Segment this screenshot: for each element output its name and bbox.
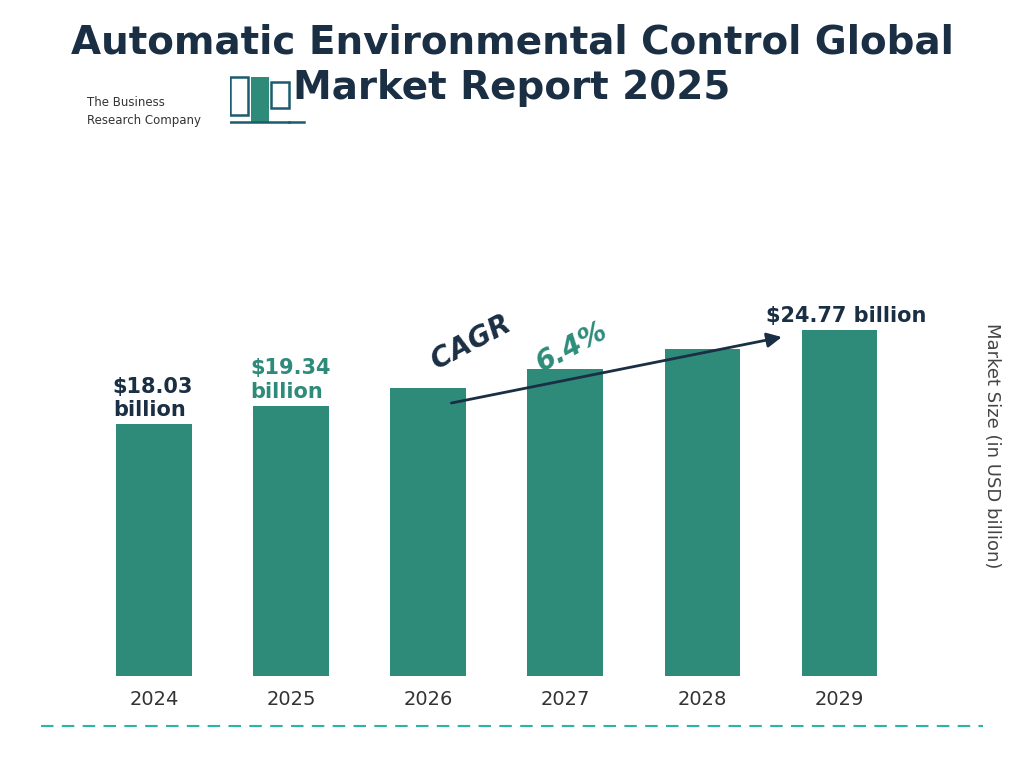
Text: Automatic Environmental Control Global
Market Report 2025: Automatic Environmental Control Global M… xyxy=(71,23,953,107)
Text: $19.34
billion: $19.34 billion xyxy=(250,359,331,402)
Bar xyxy=(527,369,603,676)
Text: 6.4%: 6.4% xyxy=(530,316,611,377)
Text: $18.03
billion: $18.03 billion xyxy=(113,376,194,420)
Text: Market Size (in USD billion): Market Size (in USD billion) xyxy=(983,323,1001,568)
Bar xyxy=(253,406,329,676)
Bar xyxy=(802,330,877,676)
Text: The Business
Research Company: The Business Research Company xyxy=(87,96,201,127)
Bar xyxy=(390,388,466,676)
Bar xyxy=(251,77,268,122)
Bar xyxy=(271,81,289,108)
Bar xyxy=(665,349,740,676)
Bar xyxy=(230,77,248,115)
Text: CAGR: CAGR xyxy=(426,306,524,376)
Text: $24.77 billion: $24.77 billion xyxy=(766,306,927,326)
Bar xyxy=(117,424,191,676)
